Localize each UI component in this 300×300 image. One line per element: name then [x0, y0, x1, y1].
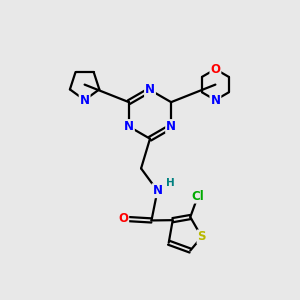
Text: N: N	[166, 120, 176, 133]
Text: O: O	[118, 212, 128, 226]
Text: S: S	[197, 230, 206, 243]
Text: O: O	[210, 63, 220, 76]
Text: H: H	[166, 178, 174, 188]
Text: N: N	[145, 83, 155, 97]
Text: N: N	[124, 120, 134, 133]
Text: N: N	[80, 94, 90, 106]
Text: N: N	[210, 94, 220, 106]
Text: Cl: Cl	[191, 190, 204, 202]
Text: N: N	[152, 184, 162, 197]
